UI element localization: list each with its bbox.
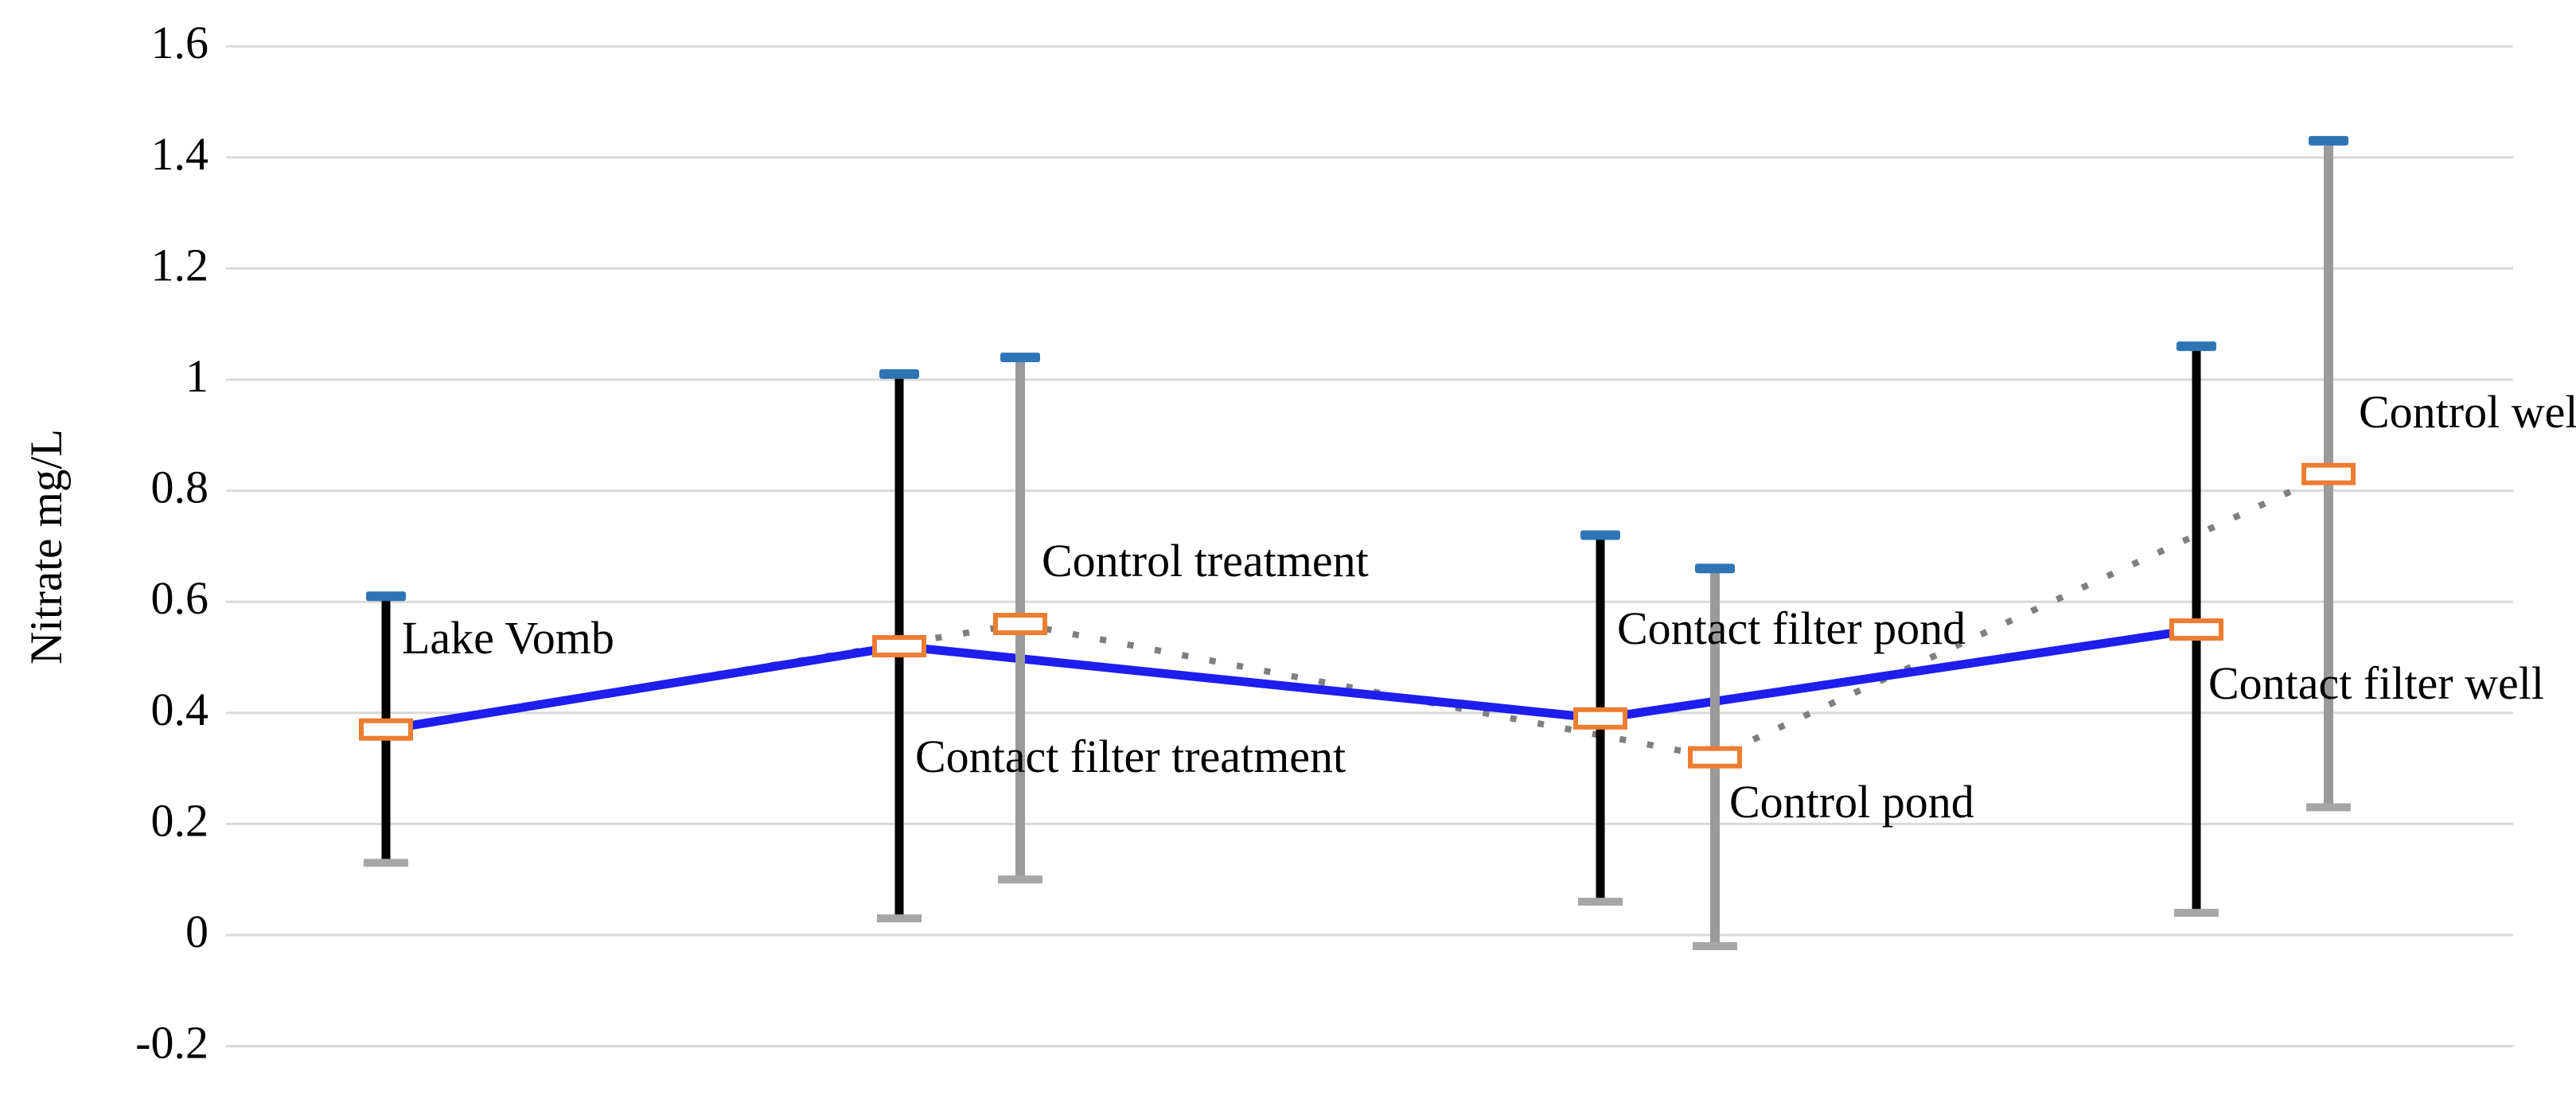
y-tick-label-1: 1 [185,350,208,402]
error-bar-bottom-cap-lake-vomb [364,859,408,867]
y-tick-label-0.2: 0.2 [151,794,209,846]
point-label-contact-filter-well: Contact filter well [2208,657,2544,709]
error-bar-bottom-cap-control-treatment [998,875,1042,884]
mean-marker-control-well [2301,462,2356,485]
y-tick-label-0.4: 0.4 [151,684,209,735]
point-label-control-well: Control well [2359,386,2576,438]
point-label-control-treatment: Control treatment [1042,535,1369,586]
mean-marker-contact-filter-well [2169,618,2223,641]
series-line-control [385,471,2330,761]
error-bar-bottom-cap-control-well [2306,803,2351,812]
error-bar-bottom-cap-contact-filter-well [2174,909,2219,918]
y-tick-label-0.8: 0.8 [151,462,209,513]
error-bar-top-cap-lake-vomb [366,591,406,602]
y-tick-label-0.6: 0.6 [151,572,209,624]
mean-marker-control-pond [1688,746,1742,769]
y-tick-label-0: 0 [185,906,208,957]
y-tick-label-1.6: 1.6 [151,17,209,68]
error-bar-bottom-cap-control-pond [1693,941,1737,950]
point-label-contact-filter-treatment: Contact filter treatment [915,731,1346,782]
mean-marker-lake-vomb [359,718,413,741]
error-bar-top-cap-contact-filter-treatment [879,369,919,380]
y-tick-label-1.4: 1.4 [151,128,209,180]
point-label-control-pond: Control pond [1729,776,1974,828]
mean-marker-contact-filter-treatment [872,635,926,658]
error-bar-top-cap-contact-filter-well [2177,341,2216,352]
y-tick-label-1.2: 1.2 [151,239,209,290]
mean-marker-control-treatment [993,613,1047,636]
error-bar-top-cap-control-treatment [1000,353,1040,363]
series-line-contact-filter [381,625,2201,735]
y-tick-label--0.2: -0.2 [135,1017,208,1069]
point-label-contact-filter-pond: Contact filter pond [1617,602,1966,654]
error-bar-bottom-cap-contact-filter-pond [1578,898,1623,906]
y-axis-title: Nitrate mg/L [21,429,72,665]
mean-marker-contact-filter-pond [1573,707,1627,730]
error-bar-top-cap-control-pond [1695,563,1735,574]
error-bar-bottom-cap-contact-filter-treatment [877,914,922,923]
point-label-lake-vomb: Lake Vomb [402,612,614,664]
error-bar-top-cap-contact-filter-pond [1580,530,1620,540]
error-bar-top-cap-control-well [2309,135,2348,146]
